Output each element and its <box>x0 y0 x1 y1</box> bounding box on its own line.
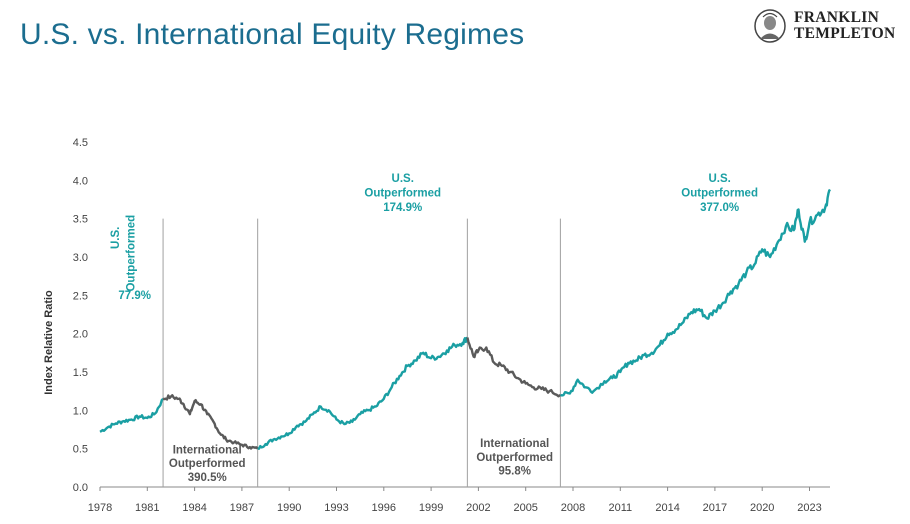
y-tick-label: 1.5 <box>73 367 88 379</box>
x-tick-label: 1999 <box>419 502 443 514</box>
logo-line-2: TEMPLETON <box>794 25 896 42</box>
annotation-intl2-line1: International <box>480 438 549 450</box>
x-tick-label: 1996 <box>372 502 396 514</box>
series-line-segment <box>99 397 164 433</box>
x-tick-label: 1984 <box>182 502 206 514</box>
series-line-segment <box>257 336 469 450</box>
x-tick-label: 2008 <box>561 502 585 514</box>
y-tick-label: 1.0 <box>73 405 88 417</box>
x-tick-label: 2023 <box>797 502 821 514</box>
annotation-us1-line2: Outperformed <box>126 215 138 292</box>
logo-line-1: FRANKLIN <box>794 9 880 26</box>
y-tick-label: 4.5 <box>73 137 88 149</box>
annotation-intl1-pct: 390.5% <box>188 472 227 484</box>
annotation-us1-pct: 77.9% <box>118 290 151 302</box>
chart-title: U.S. vs. International Equity Regimes <box>20 18 525 51</box>
annotation-us3-pct: 377.0% <box>700 202 739 214</box>
x-tick-label: 2017 <box>703 502 727 514</box>
annotation-intl2-line2: Outperformed <box>476 452 553 464</box>
annotation-us2-line1: U.S. <box>392 173 414 185</box>
y-tick-label: 4.0 <box>73 175 88 187</box>
series-line-segment <box>162 394 259 450</box>
x-tick-label: 1978 <box>88 502 112 514</box>
y-axis-label: Index Relative Ratio <box>43 290 55 395</box>
franklin-templeton-logo: FRANKLIN TEMPLETON <box>752 8 902 44</box>
annotation-intl1-line2: Outperformed <box>169 458 246 470</box>
annotation-us3-line1: U.S. <box>708 173 730 185</box>
x-tick-label: 2020 <box>750 502 774 514</box>
annotation-us3-line2: Outperformed <box>681 187 758 199</box>
x-tick-label: 1993 <box>324 502 348 514</box>
annotation-intl1-line1: International <box>173 444 242 456</box>
y-tick-label: 3.0 <box>73 252 88 264</box>
logo-text: FRANKLIN TEMPLETON <box>794 10 895 42</box>
annotation-us2-line2: Outperformed <box>364 187 441 199</box>
x-tick-label: 1990 <box>277 502 301 514</box>
y-tick-label: 3.5 <box>73 214 88 226</box>
x-tick-label: 1981 <box>135 502 159 514</box>
annotation-us2-pct: 174.9% <box>383 202 422 214</box>
y-tick-label: 0.5 <box>73 444 88 456</box>
portrait-seal-icon <box>754 9 786 43</box>
annotation-intl2-pct: 95.8% <box>498 466 531 478</box>
series-line-segment <box>466 337 562 398</box>
annotation-us1-line1: U.S. <box>110 227 122 249</box>
x-tick-label: 1987 <box>230 502 254 514</box>
y-tick-label: 2.5 <box>73 290 88 302</box>
series-line-segment <box>560 188 831 397</box>
x-tick-label: 2005 <box>513 502 537 514</box>
x-tick-label: 2002 <box>466 502 490 514</box>
y-tick-label: 0.0 <box>73 482 88 494</box>
y-tick-label: 2.0 <box>73 329 88 341</box>
x-tick-label: 2011 <box>608 502 632 514</box>
x-tick-label: 2014 <box>655 502 679 514</box>
